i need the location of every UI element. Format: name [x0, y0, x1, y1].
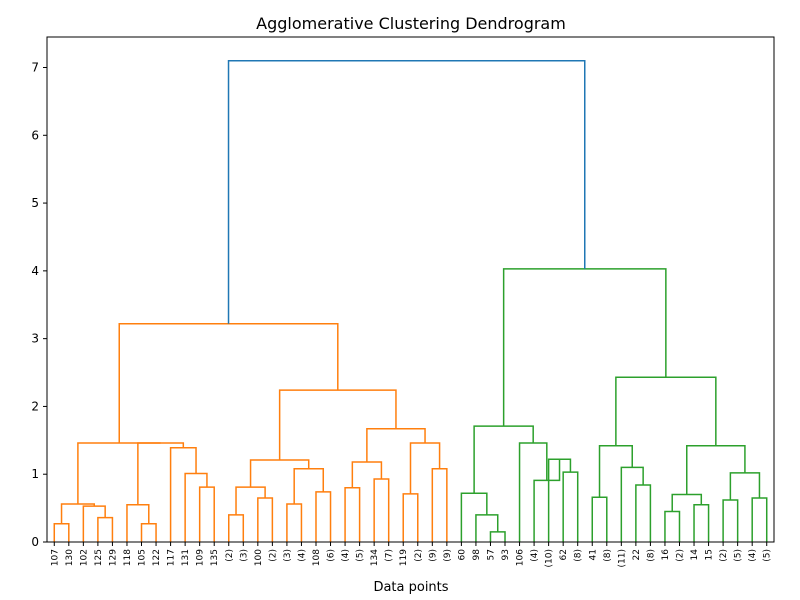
leaf-label: (5) — [763, 549, 773, 562]
leaf-label: 60 — [457, 549, 467, 561]
leaf-label: 62 — [559, 549, 569, 560]
dendrogram-link — [315, 491, 332, 542]
leaf-label: (11) — [617, 549, 627, 567]
leaf-label: 98 — [472, 549, 482, 561]
dendrogram-link — [598, 444, 633, 498]
leaf-label: (2) — [719, 549, 729, 562]
leaf-label: 102 — [79, 549, 89, 566]
dendrogram-link — [615, 376, 717, 446]
dendrogram-links — [53, 59, 768, 542]
dendrogram-link — [137, 442, 185, 505]
dendrogram-link — [82, 505, 106, 542]
leaf-label: 117 — [167, 549, 177, 566]
dendrogram-link — [118, 322, 339, 444]
x-axis-leaf-labels: 107 130 102 125 129 118 105 122 117 131 109 135 (2) (… — [50, 542, 773, 567]
chart-title: Agglomerative Clustering Dendrogram — [256, 14, 566, 33]
leaf-label: (7) — [385, 549, 395, 562]
leaf-label: (5) — [356, 549, 366, 562]
dendrogram-link — [460, 492, 488, 542]
y-tick-label: 5 — [31, 196, 39, 210]
leaf-label: 105 — [138, 549, 148, 566]
leaf-label: (8) — [574, 549, 584, 562]
leaf-label: (4) — [297, 549, 307, 562]
leaf-label: 108 — [312, 549, 322, 566]
leaf-label: 131 — [181, 549, 191, 566]
dendrogram-link — [686, 444, 746, 495]
leaf-label: 109 — [196, 549, 206, 566]
dendrogram-link — [502, 268, 667, 427]
leaf-label: 100 — [254, 549, 264, 566]
x-axis-label: Data points — [373, 580, 448, 595]
leaf-label: (2) — [268, 549, 278, 562]
dendrogram-link — [227, 59, 586, 324]
leaf-label: (3) — [283, 549, 293, 562]
y-axis-ticks: 0 1 2 3 4 5 6 7 — [31, 61, 47, 549]
y-tick-label: 3 — [31, 332, 39, 346]
leaf-label: 134 — [370, 549, 380, 566]
leaf-label: (8) — [646, 549, 656, 562]
leaf-label: (9) — [443, 549, 453, 562]
leaf-label: 106 — [516, 549, 526, 566]
leaf-label: (6) — [327, 549, 337, 562]
leaf-label: 107 — [50, 549, 60, 566]
leaf-label: 41 — [588, 549, 598, 560]
dendrogram-link — [344, 487, 361, 542]
leaf-label: 135 — [210, 549, 220, 566]
leaf-label: 93 — [501, 549, 511, 560]
leaf-label: (9) — [428, 549, 438, 562]
leaf-label: (4) — [530, 549, 540, 562]
dendrogram-link — [664, 510, 681, 542]
y-tick-label: 1 — [31, 467, 39, 481]
leaf-label: (10) — [545, 549, 555, 567]
y-tick-label: 7 — [31, 61, 39, 75]
dendrogram-link — [228, 514, 245, 542]
dendrogram-link — [409, 442, 441, 494]
y-tick-label: 4 — [31, 264, 39, 278]
dendrogram-link — [366, 428, 426, 463]
dendrogram-link — [373, 478, 390, 542]
dendrogram-link — [293, 468, 325, 505]
leaf-label: 16 — [661, 549, 671, 561]
dendrogram-link — [518, 442, 548, 542]
leaf-label: 122 — [152, 549, 162, 566]
dendrogram-link — [249, 459, 310, 488]
leaf-label: (4) — [748, 549, 758, 562]
leaf-label: (2) — [675, 549, 685, 562]
leaf-label: 119 — [399, 549, 409, 566]
leaf-label: (5) — [734, 549, 744, 562]
leaf-label: (4) — [341, 549, 351, 562]
leaf-label: 129 — [108, 549, 118, 566]
leaf-label: 57 — [486, 549, 496, 560]
dendrogram-link — [184, 472, 208, 542]
leaf-label: (2) — [225, 549, 235, 562]
dendrogram-link — [235, 486, 266, 515]
leaf-label: (3) — [239, 549, 249, 562]
leaf-label: 130 — [65, 549, 75, 566]
leaf-label: (2) — [414, 549, 424, 562]
dendrogram-link — [591, 496, 608, 542]
plot-frame — [46, 36, 775, 543]
dendrogram-link — [198, 486, 215, 542]
dendrogram-link — [169, 447, 197, 542]
leaf-label: 22 — [632, 549, 642, 560]
dendrogram-link — [77, 442, 161, 505]
leaf-label: 125 — [94, 549, 104, 566]
leaf-label: 14 — [690, 549, 700, 561]
leaf-label: 118 — [123, 549, 133, 566]
y-tick-label: 2 — [31, 399, 39, 413]
dendrogram-link — [475, 514, 499, 542]
y-tick-label: 6 — [31, 128, 39, 142]
y-tick-label: 0 — [31, 535, 39, 549]
dendrogram-link — [257, 497, 274, 542]
leaf-label: (8) — [603, 549, 613, 562]
dendrogram-link — [751, 497, 768, 542]
leaf-label: 15 — [705, 549, 715, 560]
dendrogram-link — [431, 468, 448, 542]
